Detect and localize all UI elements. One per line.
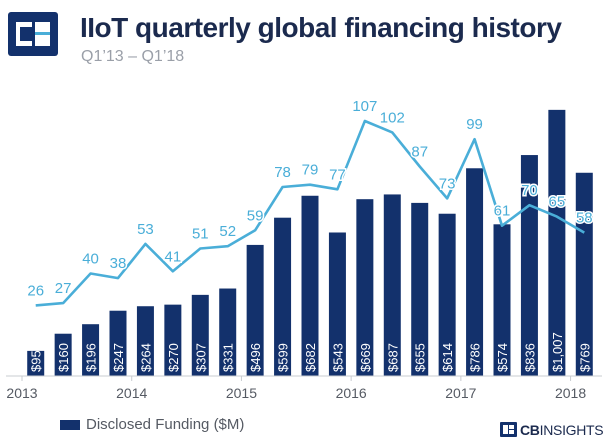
deal-count-label: 58	[576, 210, 593, 227]
bar-value-label: $669	[358, 343, 373, 372]
year-tick-label: 2017	[445, 385, 476, 401]
bar-Q3'13	[82, 324, 100, 376]
bar-value-label: $496	[248, 343, 263, 372]
bar-Q3'14	[191, 294, 209, 376]
deal-count-label: 77	[329, 166, 346, 183]
brand-text-light: INSIGHTS	[539, 422, 604, 438]
brand-text: CBINSIGHTS	[520, 422, 604, 438]
year-tick-label: 2015	[226, 385, 257, 401]
deal-count-label: 51	[192, 225, 209, 242]
deal-count-label: 59	[247, 207, 264, 224]
deal-count-label: 107	[352, 98, 377, 115]
bar-value-label: $574	[495, 343, 510, 372]
bar-value-label: $196	[84, 343, 99, 372]
deal-count-label: 40	[82, 251, 99, 268]
bar-value-label: $264	[138, 343, 153, 372]
deal-count-label: 61	[494, 203, 511, 220]
bar-value-label: $769	[577, 343, 592, 372]
bar-Q4'16	[438, 213, 456, 376]
bar-value-label: $655	[413, 343, 428, 372]
chart-title: IIoT quarterly global financing history	[80, 12, 562, 43]
bar-Q1'13	[27, 350, 45, 376]
deal-count-label: 53	[137, 221, 154, 238]
deal-count-label: 27	[55, 280, 72, 297]
deal-count-label: 87	[411, 144, 428, 161]
cb-insights-logo-icon	[8, 12, 58, 56]
bar-Q2'14	[164, 304, 182, 376]
bar-Q1'18	[575, 172, 593, 376]
bar-value-label: $687	[385, 343, 400, 372]
chart-subtitle: Q1’13 – Q1’18	[81, 48, 185, 65]
deal-count-label: 99	[466, 116, 483, 133]
chart-header: IIoT quarterly global financing history …	[8, 6, 602, 68]
brand-mark-icon	[500, 422, 517, 437]
bars-layer: $95 $160 $196 $247 $264 $270 $307 $331 $496 $599 $…	[27, 109, 593, 376]
deal-count-label: 26	[27, 282, 44, 299]
year-tick-label: 2018	[555, 385, 586, 401]
bar-Q2'13	[54, 333, 72, 376]
deal-count-label: 78	[274, 164, 291, 181]
deal-count-label: 79	[302, 162, 319, 179]
bar-value-label: $307	[193, 343, 208, 372]
bar-Q2'15	[274, 217, 292, 376]
bar-Q1'15	[246, 244, 264, 376]
bar-value-label: $599	[276, 343, 291, 372]
deals-line	[35, 119, 585, 307]
deal-count-label: 73	[439, 175, 456, 192]
bar-Q1'17	[466, 168, 484, 376]
bar-value-label: $270	[166, 343, 181, 372]
bar-Q3'16	[411, 202, 429, 376]
bar-value-label: $682	[303, 343, 318, 372]
x-axis: 2013 2014 2015 2016 2017 2018	[6, 375, 602, 401]
bar-Q4'17	[548, 109, 566, 376]
deal-count-label: 52	[219, 223, 236, 240]
bar-Q1'16	[356, 199, 374, 376]
bar-value-label: $95	[29, 350, 44, 372]
deal-count-label: 41	[165, 248, 182, 265]
deal-count-label: 70	[521, 182, 538, 199]
cb-insights-brand: CBINSIGHTS	[500, 420, 610, 442]
bar-Q2'16	[383, 194, 401, 376]
bar-value-label: $247	[111, 343, 126, 372]
bar-Q3'17	[520, 155, 538, 376]
bar-value-label: $1,007	[550, 332, 565, 372]
bar-value-label: $836	[522, 343, 537, 372]
bar-value-label: $543	[330, 343, 345, 372]
deal-count-label: 65	[549, 194, 566, 211]
legend-swatch-funding	[60, 420, 80, 430]
bar-Q4'15	[328, 232, 346, 376]
year-tick-label: 2016	[336, 385, 367, 401]
bar-value-label: $160	[56, 343, 71, 372]
bar-value-label: $331	[221, 343, 236, 372]
brand-text-bold: CB	[520, 422, 540, 438]
bar-value-label: $786	[468, 343, 483, 372]
bar-Q4'14	[219, 288, 237, 376]
year-tick-label: 2013	[6, 385, 37, 401]
bar-Q3'15	[301, 195, 319, 376]
bar-Q1'14	[136, 306, 154, 376]
deal-count-label: 38	[110, 255, 127, 272]
bar-Q4'13	[109, 310, 127, 376]
bar-value-label: $614	[440, 343, 455, 372]
deal-count-label: 102	[380, 109, 405, 126]
year-tick-label: 2014	[116, 385, 147, 401]
legend-label-funding: Disclosed Funding ($M)	[86, 416, 245, 433]
bar-Q2'17	[493, 224, 511, 376]
